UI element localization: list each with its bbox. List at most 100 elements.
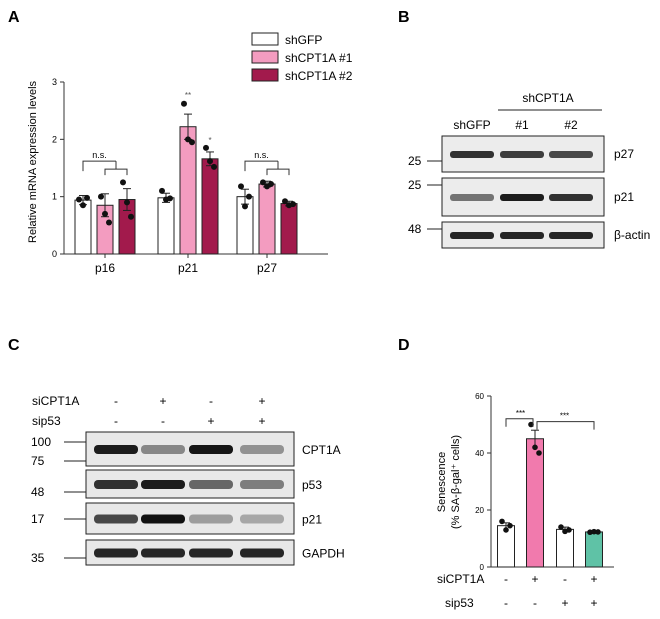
panel-c-condition-sign: + (258, 394, 265, 408)
panel-c-band (240, 480, 284, 489)
panel-a-annotation: n.s. (92, 150, 107, 160)
panel-c-band (94, 445, 138, 454)
panel-c-protein-label: GAPDH (302, 547, 345, 561)
panel-a-bar-p21-s0 (157, 197, 175, 255)
panel-d-condition-sign: + (531, 572, 538, 586)
panel-c-condition-sign: + (159, 394, 166, 408)
panel-a-data-point (159, 187, 165, 194)
panel-c-band (94, 548, 138, 558)
panel-a-bar-p27-s2 (280, 203, 298, 255)
panel-d-y-tick-label: 0 (480, 563, 485, 572)
panel-a-bar-p27-s1 (258, 183, 276, 255)
panel-d-data-point (536, 450, 542, 456)
panel-d-annotation: *** (560, 412, 569, 421)
panel-c-condition-sign: - (114, 414, 118, 428)
panel-a-x-tick-label-p27: p27 (257, 261, 277, 275)
panel-a-data-point (260, 179, 266, 186)
panel-c-band (189, 514, 233, 524)
panel-a-data-point (128, 213, 134, 220)
panel-a-legend-label: shGFP (285, 33, 322, 47)
panel-c-band (141, 514, 185, 524)
panel-a-bar-p21-s2 (201, 158, 219, 255)
panel-c-band (94, 514, 138, 524)
panel-c-protein-label: p21 (302, 513, 322, 527)
panel-d-bar-chart: Senescence (% SA-β-gal⁺ cells) 0 20 40 60 **… (436, 392, 614, 610)
panel-b-band (549, 232, 593, 239)
panel-a-y-tick-label: 3 (52, 77, 57, 87)
panel-d-condition-sign: + (590, 596, 597, 610)
panel-c-band (240, 445, 284, 454)
panel-a-data-point (106, 219, 112, 226)
panel-d-condition-sign: - (504, 596, 508, 610)
panel-b-lane-label: shGFP (453, 118, 490, 132)
panel-c-condition-sign: - (161, 414, 165, 428)
panel-a-data-point (211, 163, 217, 170)
panel-a-legend-swatch (251, 32, 279, 46)
panel-c-marker-label: 35 (31, 551, 45, 565)
panel-a-y-axis-label: Relative mRNA expression levels (27, 80, 39, 243)
panel-a-data-point (167, 195, 173, 202)
panel-a-data-point (246, 193, 252, 200)
panel-c-marker-label: 100 (31, 435, 51, 449)
panel-d-data-point (499, 518, 505, 525)
panel-a-y-tick-label: 0 (52, 249, 57, 259)
panel-d-annotation: *** (516, 409, 525, 418)
panel-a-sig-bracket (244, 160, 278, 172)
panel-d-condition-sign: + (590, 572, 597, 586)
panel-d-data-point (507, 522, 513, 529)
panel-b-marker-label: 25 (408, 154, 422, 168)
panel-a-data-point (181, 100, 187, 107)
panel-c-band (189, 445, 233, 454)
panel-d-bar-2 (556, 528, 574, 568)
panel-label-b: B (398, 9, 410, 26)
panel-d-data-point (532, 444, 538, 451)
panel-d-y-tick-label: 40 (475, 449, 484, 458)
panel-a-legend-swatch (251, 50, 279, 64)
panel-c-marker-label: 48 (31, 485, 45, 499)
panel-c-marker-label: 75 (31, 454, 45, 468)
panel-a-sig-bracket (266, 168, 290, 176)
panel-d-condition-sign: - (563, 572, 567, 586)
panel-a-bar-chart: Relative mRNA expression levels 0 1 2 3 p16 p… (27, 32, 353, 275)
panel-d-sig-bracket (536, 421, 595, 430)
panel-c-band (141, 445, 185, 454)
panel-b-marker-label: 25 (408, 178, 422, 192)
panel-a-legend-label: shCPT1A #1 (285, 51, 353, 65)
panel-b-marker-label: 48 (408, 222, 422, 236)
panel-c-condition-sign: + (258, 414, 265, 428)
panel-d-y-axis-label-units: (% SA-β-gal⁺ cells) (450, 435, 462, 529)
panel-c-band (240, 514, 284, 524)
panel-a-data-point (124, 199, 130, 206)
panel-b-lane-label: #1 (515, 118, 529, 132)
panel-b-band (500, 232, 544, 239)
panel-d-row-label: siCPT1A (437, 572, 484, 586)
panel-b-lane-label: #2 (564, 118, 578, 132)
panel-d-data-point (591, 528, 597, 535)
panel-d-bar-3 (585, 531, 603, 568)
panel-d-condition-sign: + (561, 596, 568, 610)
panel-a-legend-swatch (251, 68, 279, 82)
panel-d-y-tick-label: 60 (475, 392, 484, 401)
panel-b-band (549, 151, 593, 158)
panel-c-condition-sign: + (207, 414, 214, 428)
panel-c-row-label: siCPT1A (32, 394, 79, 408)
panel-b-band (450, 232, 494, 239)
panel-a-data-point (189, 139, 195, 146)
panel-c-western-blot: siCPT1A sip53 - - + - - + + + CPT1A 100 75 p53 48 p21 17… (31, 394, 345, 566)
panel-d-data-point (566, 527, 572, 533)
panel-label-a: A (8, 9, 20, 26)
panel-a-data-point (98, 193, 104, 200)
panel-a-y-tick-label: 2 (52, 134, 57, 144)
panel-d-y-tick-label: 20 (475, 506, 484, 515)
panel-a-data-point (290, 201, 296, 208)
panel-b-band (500, 194, 544, 201)
panel-c-marker-label: 17 (31, 512, 45, 526)
panel-b-band (450, 151, 494, 158)
panel-a-data-point (268, 181, 274, 188)
panel-c-band (94, 480, 138, 489)
panel-d-data-point (558, 524, 564, 530)
panel-a-y-tick-label: 1 (52, 192, 57, 202)
panel-a-sig-bracket (104, 168, 128, 176)
panel-a-annotation: * (208, 136, 211, 145)
